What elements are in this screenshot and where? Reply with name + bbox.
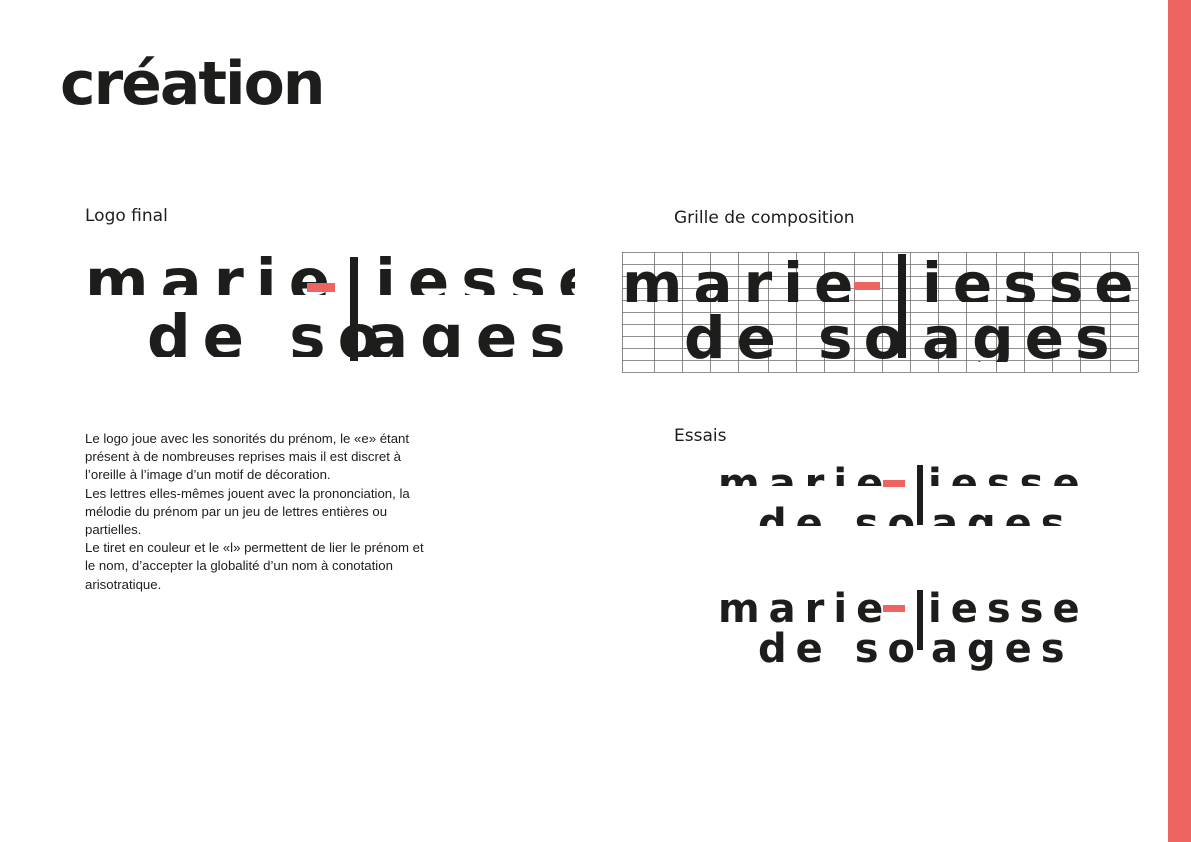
composition-grid: marie iesse de so ages: [622, 250, 1139, 373]
trial1-word-marie: marie: [718, 461, 892, 507]
trial1-shared-l: [917, 465, 923, 525]
logo-final: marie iesse de so ages: [85, 246, 575, 373]
trial2-hyphen: [883, 605, 905, 612]
trial2-shared-l: [917, 590, 923, 650]
description-paragraph: Les lettres elles-mêmes jouent avec la p…: [85, 485, 410, 538]
logo-trial-2: marie iesse de so ages: [718, 586, 1080, 672]
section-label-grid: Grille de composition: [674, 208, 855, 228]
logo-word-de-so: de so: [147, 302, 392, 373]
grid-lines: [622, 252, 1139, 373]
description-paragraph: Le tiret en couleur et le «l» permettent…: [85, 540, 424, 592]
grid-word-de-so: de so: [684, 304, 914, 372]
trial1-word-iesse: iesse: [928, 461, 1089, 507]
trial2-word-marie: marie: [718, 586, 892, 632]
trial2-word-ages: ages: [931, 626, 1074, 672]
description-text: Le logo joue avec les sonorités du préno…: [85, 430, 425, 594]
logo-shared-l: [350, 257, 358, 361]
trial1-word-ages: ages: [931, 501, 1074, 547]
grid-hyphen: [854, 282, 880, 290]
page-title: création: [60, 49, 326, 119]
logo-word-iesse: iesse: [375, 246, 611, 317]
section-label-trials: Essais: [674, 426, 727, 446]
logo-word-marie: marie: [85, 246, 342, 317]
grid-word-marie: marie: [622, 250, 864, 318]
grid-shared-l: [898, 254, 906, 358]
grid-word-ages: ages: [922, 304, 1121, 372]
logo-hyphen: [307, 283, 335, 292]
accent-side-bar: [1168, 0, 1191, 842]
logo-word-ages: ages: [367, 302, 578, 373]
logo-trial-1: marie iesse de so ages: [718, 461, 1080, 547]
grid-word-iesse: iesse: [922, 250, 1145, 318]
trial2-word-de-so: de so: [758, 626, 924, 672]
trial1-word-de-so: de so: [758, 501, 924, 547]
section-label-logo-final: Logo final: [85, 206, 168, 226]
description-paragraph: Le logo joue avec les sonorités du préno…: [85, 431, 410, 483]
trial2-word-iesse: iesse: [928, 586, 1089, 632]
trial1-hyphen: [883, 480, 905, 487]
